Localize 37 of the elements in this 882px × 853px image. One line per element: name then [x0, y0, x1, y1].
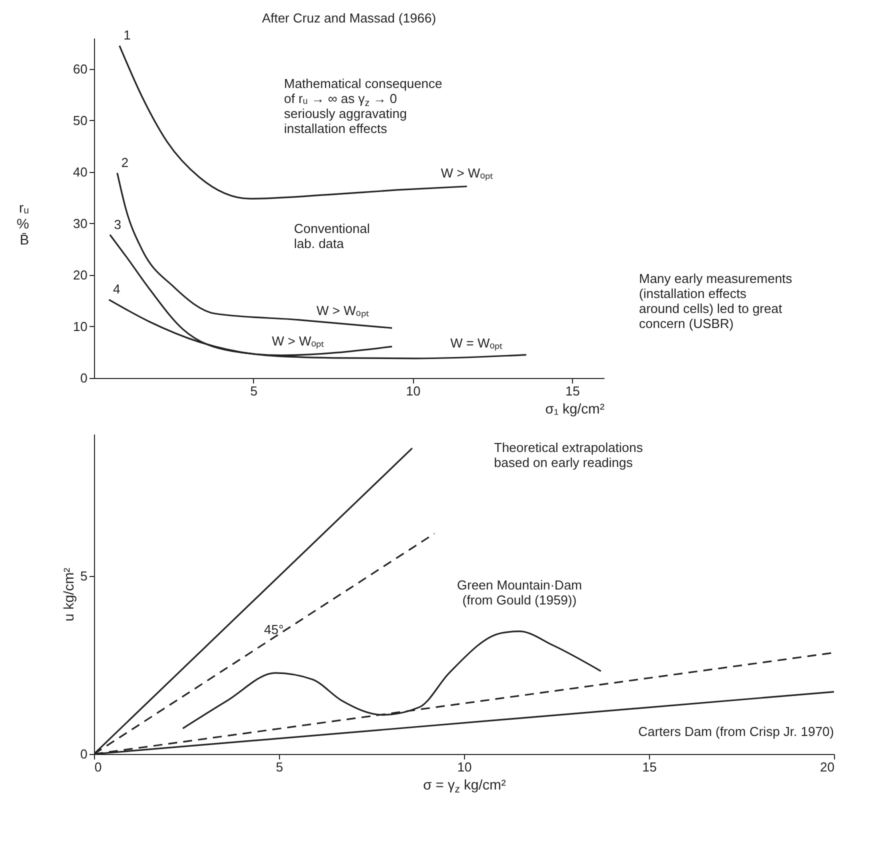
y-tick-label: 30 — [73, 216, 88, 231]
x-tick-label: 15 — [642, 760, 657, 774]
series-label: 1 — [124, 28, 131, 43]
annotation: Mathematical consequence of rᵤ → ∞ as γ$_{z}$ → 0 seriously aggravating installation effects — [284, 76, 442, 136]
annotation: W > Wₒₚₜ — [272, 333, 324, 350]
annotation: W > Wₒₚₜ — [440, 165, 494, 182]
x-tick-label: 10 — [406, 384, 420, 398]
series-label: 3 — [114, 216, 122, 232]
annotation: Theoretical extrapolations based on early readings — [494, 440, 644, 470]
annotation: W > Wₒₚₜ — [316, 302, 369, 319]
y-axis-title: rᵤ % B̄ — [16, 200, 30, 248]
annotation: W = Wₒₚₜ — [450, 335, 503, 352]
x-axis-title: σ = γ$_{z}$ kg/cm² — [423, 776, 506, 796]
x-tick-label: 5 — [250, 384, 258, 398]
y-tick-label: 0 — [80, 746, 88, 762]
y-tick-label: 0 — [80, 370, 88, 386]
annotation: Conventional lab. data — [294, 221, 370, 251]
y-axis-title: u kg/cm² — [60, 567, 76, 622]
text: Many early measurements (installation effects around cells) led to great concern (USBR) — [639, 271, 793, 331]
y-tick-label: 20 — [73, 267, 88, 282]
x-tick-label: 20 — [820, 760, 834, 774]
y-tick-label: 50 — [73, 112, 88, 128]
chart-title: After Cruz and Massad (1966) — [262, 10, 436, 26]
series-label: Carters Dam (from Crisp Jr. 1970) — [638, 724, 834, 739]
x-tick-label: 15 — [565, 384, 580, 398]
series-label: 2 — [121, 154, 129, 170]
x-tick-label: 10 — [457, 760, 472, 774]
series-label: 4 — [112, 282, 120, 297]
x-axis-title: σ₁ kg/cm² — [545, 400, 605, 416]
text: Green Mountain·Dam (from Gould (1959)) — [457, 577, 582, 608]
y-tick-label: 40 — [73, 164, 88, 180]
y-tick-label: 10 — [73, 318, 88, 334]
annotation: 45° — [264, 622, 284, 637]
y-tick-label: 5 — [80, 568, 88, 584]
x-tick-label: 5 — [276, 760, 284, 774]
y-tick-label: 60 — [73, 61, 88, 76]
x-tick-label: 0 — [94, 760, 102, 774]
